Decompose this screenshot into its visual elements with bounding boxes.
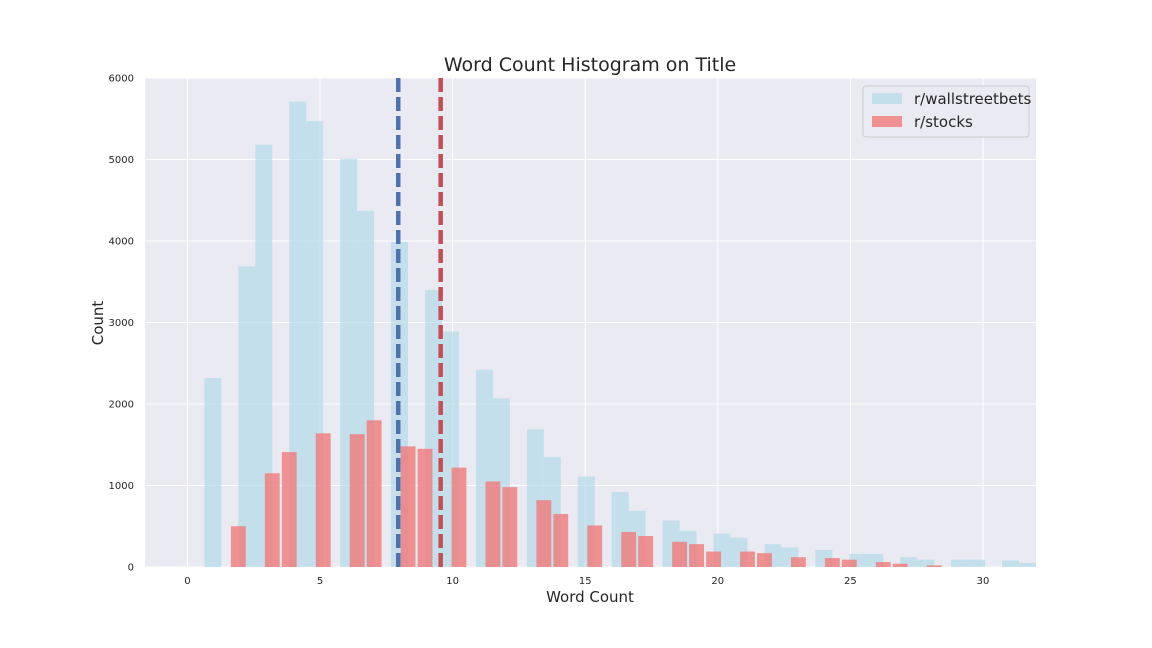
x-tick-label: 20 [711,576,724,587]
y-tick-label: 2000 [109,400,134,411]
bar-wallstreetbets [204,377,222,567]
legend: r/wallstreetbets r/stocks [862,85,1032,138]
bar-stocks [264,473,280,567]
bar-stocks [824,558,840,567]
y-axis-label: Count [89,301,107,346]
bar-stocks [281,452,297,567]
bar-stocks [587,525,603,567]
bar-wallstreetbets [968,559,986,567]
bar-stocks [315,433,331,567]
y-tick-label: 0 [128,563,134,574]
bar-stocks [757,553,772,567]
bar-stocks [790,557,806,567]
bar-stocks [485,481,501,567]
legend-label-wallstreetbets: r/wallstreetbets [914,90,1032,108]
mean-lines [395,78,443,567]
bar-stocks [892,563,908,567]
x-tick-label: 5 [317,576,323,587]
x-axis-label: Word Count [546,588,634,606]
y-tick-label: 4000 [109,237,134,248]
x-tick-label: 0 [184,576,190,587]
bar-stocks [841,559,857,567]
bar-stocks [875,562,891,567]
bar-stocks [366,420,382,567]
x-tick-label: 30 [977,576,990,587]
bar-wallstreetbets [255,144,273,567]
bar-stocks [451,467,467,567]
bar-stocks [400,446,416,567]
y-tick-label: 6000 [109,74,134,85]
bar-wallstreetbets [1002,560,1020,567]
bar-stocks [621,531,637,567]
bar-stocks [672,541,688,567]
bar-stocks [740,551,755,567]
bar-wallstreetbets [900,557,918,567]
legend-swatch-stocks [872,116,902,127]
bar-wallstreetbets [289,101,307,567]
bar-stocks [502,487,518,567]
bar-stocks [706,551,721,567]
chart-title: Word Count Histogram on Title [444,54,736,76]
bar-wallstreetbets [1019,562,1036,567]
bar-stocks [689,544,704,567]
x-tick-label: 15 [579,576,592,587]
legend-frame [862,85,1030,138]
y-tick-label: 3000 [109,318,134,329]
bar-stocks [638,536,654,567]
x-tick-label: 25 [844,576,857,587]
y-tick-label: 1000 [109,481,134,492]
y-tick-label: 5000 [109,155,134,166]
bar-stocks [553,514,569,567]
bar-stocks [926,565,942,567]
x-tick-label: 10 [446,576,459,587]
x-tick-labels: 0 5 10 15 20 25 30 [184,576,989,587]
bar-stocks [230,526,246,567]
bar-wallstreetbets [238,266,256,567]
bar-wallstreetbets [917,559,935,567]
bar-stocks [417,448,433,567]
legend-label-stocks: r/stocks [914,113,973,131]
legend-swatch-wallstreetbets [872,93,902,104]
bar-stocks [536,500,552,567]
bar-stocks [349,434,365,567]
y-tick-labels: 0 1000 2000 3000 4000 5000 6000 [109,74,134,574]
bar-wallstreetbets [951,559,969,567]
